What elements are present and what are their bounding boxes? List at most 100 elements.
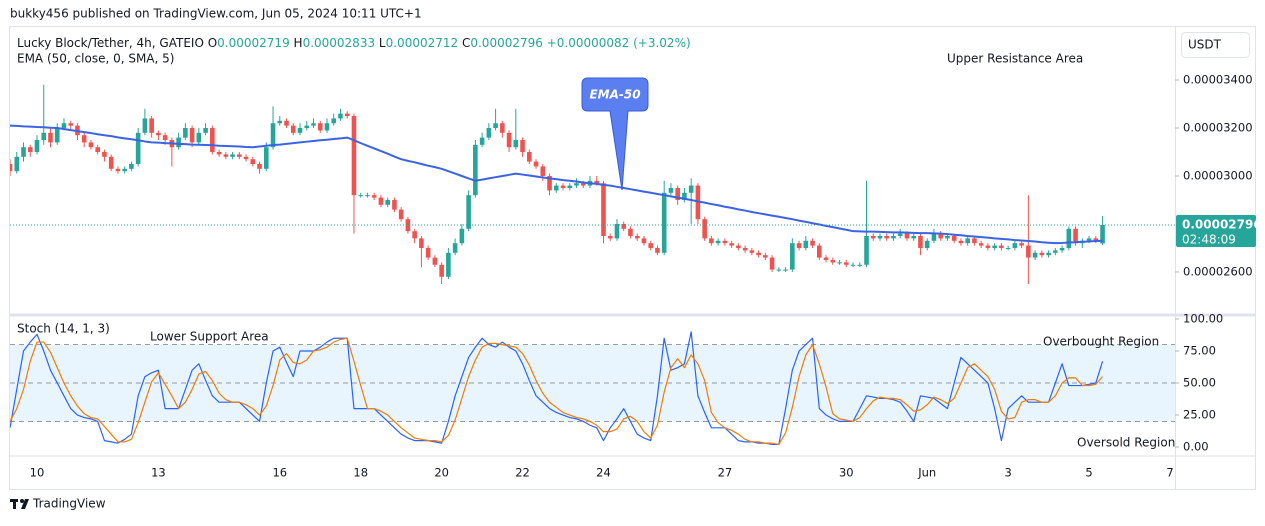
candle-body [351, 116, 357, 196]
candle-body [803, 240, 809, 248]
candle-body [1073, 228, 1078, 244]
candle-body [61, 123, 67, 129]
candle-body [951, 235, 957, 241]
currency[interactable]: USDT [1188, 38, 1222, 52]
candle-body [877, 235, 883, 239]
legend: Lucky Block/Tether, 4h, GATEIO O 0.000027… [17, 36, 691, 50]
candle-body [1100, 224, 1105, 244]
symbol: Lucky Block/Tether, 4h, GATEIO [17, 36, 204, 50]
y-tick-label: 0.00 [1183, 440, 1209, 454]
frame [9, 26, 1256, 490]
h-value: 0.00002833 [303, 36, 376, 50]
x-tick-label: 20 [434, 466, 449, 480]
price-label-box [1176, 215, 1256, 247]
logo [10, 499, 29, 509]
candle-body [324, 123, 330, 131]
candle-body [1086, 238, 1092, 241]
stoch-pane [10, 331, 1175, 446]
candle-body [48, 132, 53, 143]
candle-body [1053, 250, 1058, 253]
candle-body [945, 235, 950, 239]
candle-body [668, 187, 674, 193]
candle-body [237, 154, 242, 157]
candle-body [843, 262, 849, 265]
candle-body [756, 252, 761, 256]
candle-body [203, 128, 208, 133]
candle-body [284, 120, 289, 126]
stoch-line [10, 337, 1104, 446]
candle-body [432, 257, 438, 265]
x-tick-label: Jun [917, 466, 936, 480]
candle-body [978, 243, 984, 246]
candle-body [857, 264, 863, 266]
l-label: L [379, 36, 386, 50]
candle-body [641, 238, 647, 244]
candle-body [709, 238, 714, 244]
candle-body [14, 156, 20, 172]
candle-body [830, 259, 836, 263]
candle-body [783, 269, 788, 271]
candle-body [938, 233, 943, 239]
candle-body [924, 240, 930, 248]
y-tick-label: 50.00 [1183, 376, 1216, 390]
candle-body [1032, 252, 1038, 258]
candle-body [425, 247, 431, 258]
l-value: 0.00002712 [386, 36, 459, 50]
candle-body [392, 199, 397, 210]
ema-line [10, 124, 1103, 245]
candle-body [513, 140, 519, 148]
candle-body [567, 185, 573, 188]
candle-body [1059, 247, 1065, 251]
candle-body [129, 164, 134, 169]
candle-body [763, 255, 768, 258]
publish-line: bukky456 published on TradingView.com, J… [10, 7, 422, 21]
candle-body [88, 142, 94, 148]
candle-body [95, 147, 100, 153]
candle-body [850, 264, 856, 266]
stoch-band [10, 344, 1175, 422]
x-tick-label: 30 [839, 466, 854, 480]
candle-body [776, 269, 782, 271]
candle-body [911, 235, 917, 239]
candle-body [904, 233, 910, 239]
x-tick-label: 18 [353, 466, 368, 480]
candle-body [533, 161, 539, 167]
candle-body [331, 118, 337, 124]
countdown: 02:48:09 [1182, 233, 1236, 247]
candle-body [1093, 238, 1099, 241]
candle-body [263, 147, 269, 169]
candle-body [189, 128, 195, 143]
candle-body [702, 219, 707, 239]
candle-body [594, 180, 600, 184]
candle-body [837, 262, 842, 264]
callout [581, 77, 649, 191]
candle-body [999, 245, 1004, 248]
candle-body [918, 235, 923, 248]
annotation: Lower Support Area [150, 330, 269, 344]
candle-body [985, 245, 991, 248]
currency-button[interactable] [1181, 32, 1250, 58]
candle-body [338, 113, 343, 119]
candle-body [796, 243, 802, 248]
candle-body [311, 123, 316, 126]
candle-body [931, 233, 937, 241]
candle-body [297, 128, 303, 133]
candle-body [365, 195, 370, 197]
o-label: O [208, 36, 217, 50]
candle-body [277, 120, 283, 124]
candle-body [790, 243, 795, 270]
candle-body [823, 257, 829, 260]
candle-body [216, 152, 222, 155]
c-label: C [462, 36, 470, 50]
candle-body [661, 192, 667, 253]
callout-text: EMA-50 [589, 88, 640, 102]
candle-body [648, 243, 654, 248]
candle-body [34, 140, 40, 153]
candle-body [304, 125, 310, 129]
candle-body [884, 235, 890, 239]
h-label: H [294, 36, 303, 50]
candle-body [897, 233, 903, 236]
candle-body [317, 123, 323, 131]
